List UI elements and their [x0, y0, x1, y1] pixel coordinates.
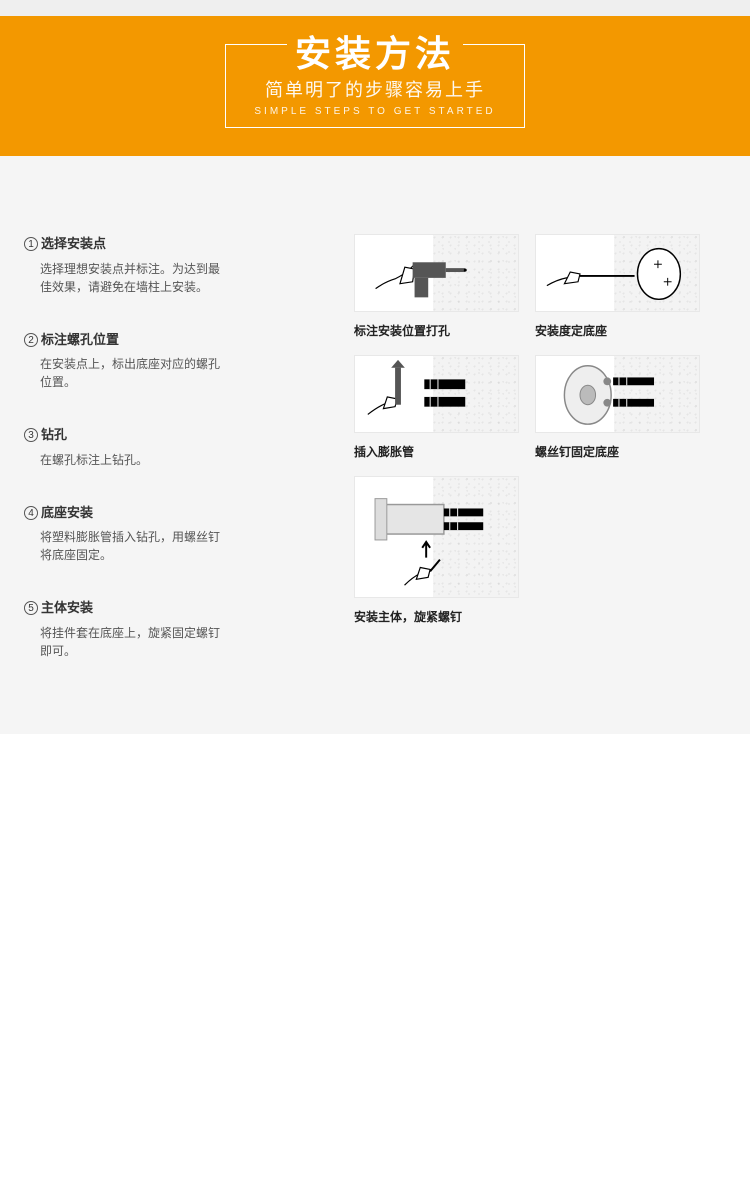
header-banner: 安装方法 简单明了的步骤容易上手 SIMPLE STEPS TO GET STA…	[0, 16, 750, 156]
steps-list: 1选择安装点 选择理想安装点并标注。为达到最佳效果，请避免在墙柱上安装。 2标注…	[24, 234, 324, 694]
step-item: 1选择安装点 选择理想安装点并标注。为达到最佳效果，请避免在墙柱上安装。	[24, 234, 324, 296]
illustration-caption: 螺丝钉固定底座	[535, 443, 700, 460]
illustration-item: 安装度定底座	[535, 234, 700, 339]
step-number-icon: 4	[24, 506, 38, 520]
header-subtitle-en: SIMPLE STEPS TO GET STARTED	[254, 106, 495, 117]
insert-anchor-icon	[354, 355, 519, 433]
step-number-icon: 1	[24, 237, 38, 251]
illustration-item: 标注安装位置打孔	[354, 234, 519, 339]
header-title: 安装方法	[287, 36, 463, 72]
illustration-caption: 安装度定底座	[535, 322, 700, 339]
step-number-icon: 3	[24, 428, 38, 442]
step-heading: 2标注螺孔位置	[24, 330, 324, 350]
illustration-item: 安装主体，旋紧螺钉	[354, 476, 519, 625]
step-heading: 4底座安装	[24, 503, 324, 523]
step-item: 4底座安装 将塑料膨胀管插入钻孔，用螺丝钉将底座固定。	[24, 503, 324, 565]
step-description: 在螺孔标注上钻孔。	[24, 451, 224, 469]
illustration-item: 插入膨胀管	[354, 355, 519, 460]
step-title: 底座安装	[41, 505, 93, 520]
step-description: 将塑料膨胀管插入钻孔，用螺丝钉将底座固定。	[24, 528, 224, 564]
step-item: 3钻孔 在螺孔标注上钻孔。	[24, 425, 324, 469]
illustration-caption: 插入膨胀管	[354, 443, 519, 460]
step-number-icon: 2	[24, 333, 38, 347]
step-description: 选择理想安装点并标注。为达到最佳效果，请避免在墙柱上安装。	[24, 260, 224, 296]
step-item: 5主体安装 将挂件套在底座上，旋紧固定螺钉即可。	[24, 598, 324, 660]
step-heading: 3钻孔	[24, 425, 324, 445]
illustration-item: 螺丝钉固定底座	[535, 355, 700, 460]
step-item: 2标注螺孔位置 在安装点上，标出底座对应的螺孔位置。	[24, 330, 324, 392]
illustration-caption: 安装主体，旋紧螺钉	[354, 608, 519, 625]
content-section: 1选择安装点 选择理想安装点并标注。为达到最佳效果，请避免在墙柱上安装。 2标注…	[0, 156, 750, 734]
step-number-icon: 5	[24, 601, 38, 615]
illustration-caption: 标注安装位置打孔	[354, 322, 519, 339]
step-title: 主体安装	[41, 600, 93, 615]
header-subtitle: 简单明了的步骤容易上手	[254, 76, 495, 102]
top-bar	[0, 0, 750, 16]
mount-body-icon	[354, 476, 519, 598]
step-title: 钻孔	[41, 427, 67, 442]
step-heading: 5主体安装	[24, 598, 324, 618]
step-title: 选择安装点	[41, 236, 106, 251]
bottom-spacer	[0, 734, 750, 1204]
drill-icon	[354, 234, 519, 312]
step-heading: 1选择安装点	[24, 234, 324, 254]
step-description: 在安装点上，标出底座对应的螺孔位置。	[24, 355, 224, 391]
mark-base-icon	[535, 234, 700, 312]
screw-base-icon	[535, 355, 700, 433]
step-description: 将挂件套在底座上，旋紧固定螺钉即可。	[24, 624, 224, 660]
step-title: 标注螺孔位置	[41, 332, 119, 347]
illustration-grid: 标注安装位置打孔 安装度定底座	[324, 234, 726, 694]
header-box: 安装方法 简单明了的步骤容易上手 SIMPLE STEPS TO GET STA…	[225, 44, 524, 128]
